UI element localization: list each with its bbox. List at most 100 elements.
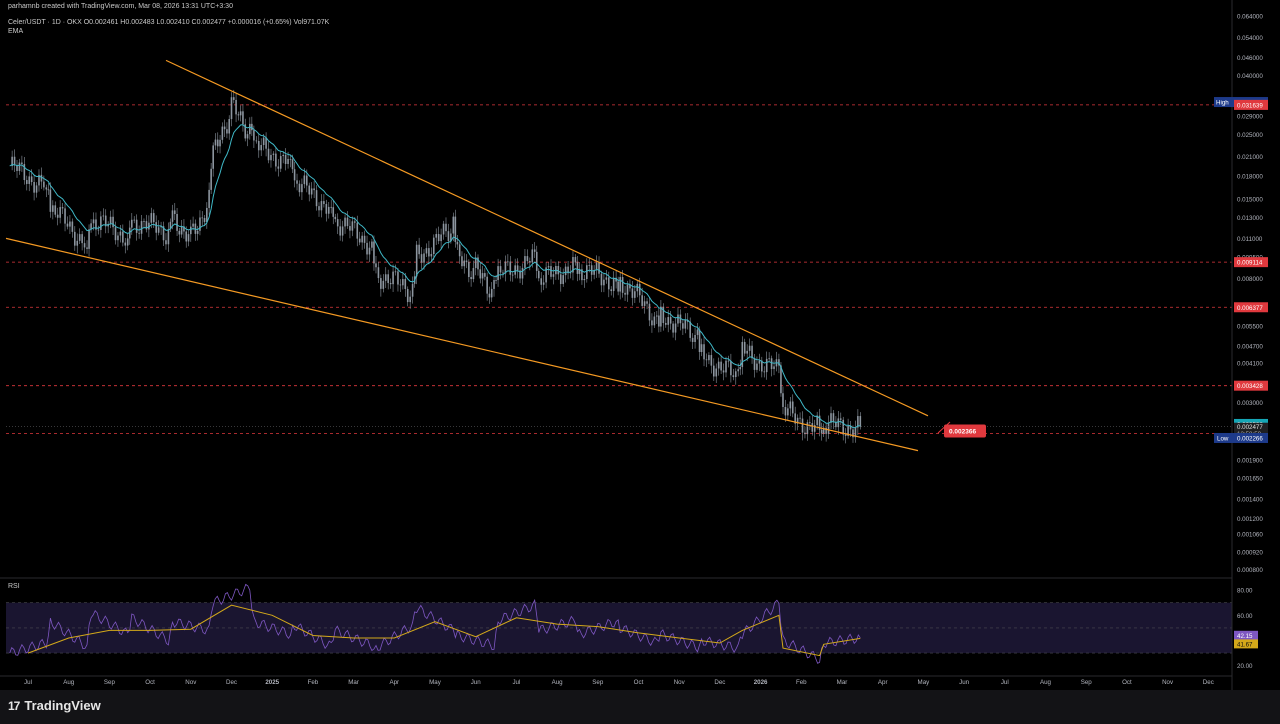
candle-body — [691, 337, 694, 342]
rsi-legend[interactable]: RSI — [8, 583, 20, 590]
candle-body — [595, 262, 598, 271]
symbol-info[interactable]: Celer/USDT · 1D · OKX O0.002461 H0.00248… — [8, 19, 330, 26]
candle-body — [646, 301, 648, 304]
candle-body — [854, 427, 857, 438]
time-tick-label: Apr — [878, 679, 888, 686]
candle-body — [366, 242, 368, 255]
candle-body — [155, 222, 158, 233]
candle-body — [832, 413, 835, 422]
candle-body — [734, 371, 737, 378]
candle-body — [203, 218, 206, 223]
candle-body — [253, 130, 255, 141]
candle-body — [339, 226, 341, 236]
candle-body — [420, 254, 423, 263]
candle-body — [583, 278, 586, 281]
candle-body — [389, 282, 392, 285]
candle-body — [820, 429, 823, 434]
candle-body — [71, 221, 74, 232]
candle-body — [397, 271, 399, 285]
candle-body — [445, 223, 447, 232]
candle-body — [651, 320, 653, 326]
candle-body — [452, 216, 455, 234]
time-tick-label: Oct — [145, 679, 155, 686]
candle-body — [463, 260, 466, 267]
time-tick-label: Oct — [1122, 679, 1132, 686]
candle-body — [474, 257, 477, 268]
candle-body — [28, 176, 31, 184]
candle-body — [196, 230, 199, 234]
candle-body — [384, 274, 387, 281]
candle-body — [638, 283, 641, 296]
candle-body — [849, 425, 852, 430]
candle-body — [569, 272, 572, 274]
candle-body — [725, 360, 727, 373]
candle-body — [81, 234, 83, 244]
candle-body — [730, 361, 732, 376]
time-tick-label: May — [429, 679, 442, 686]
candle-body — [178, 230, 181, 235]
candle-body — [346, 217, 349, 227]
candle-body — [33, 182, 35, 193]
candle-body — [150, 213, 153, 223]
candle-body — [746, 350, 748, 354]
candle-body — [423, 253, 425, 263]
candle-body — [167, 229, 170, 245]
candle-body — [344, 217, 346, 227]
time-tick-label: Sep — [592, 679, 604, 686]
candle-body — [237, 114, 240, 116]
candle-body — [61, 207, 64, 209]
candle-body — [373, 241, 375, 264]
candle-body — [590, 265, 593, 275]
time-tick-label: Dec — [1203, 679, 1214, 686]
time-tick-label: Jul — [1001, 679, 1009, 686]
candle-body — [313, 188, 315, 191]
candle-body — [511, 274, 514, 276]
level-price-badge — [1234, 99, 1268, 110]
candle-body — [516, 265, 519, 271]
candle-body — [737, 369, 740, 372]
candle-body — [653, 316, 656, 326]
price-chart[interactable]: 0.002366 0.064000 0.054000 0.046000 0.04000… — [0, 0, 1280, 690]
tradingview-logo[interactable]: 17 TradingView — [8, 698, 101, 713]
candle-body — [741, 341, 744, 368]
candle-body — [504, 261, 507, 274]
candle-body — [562, 275, 565, 285]
candle-body — [279, 156, 282, 169]
candle-body — [615, 277, 617, 282]
candle-body — [686, 320, 689, 322]
candle-body — [818, 415, 821, 430]
ema-line — [9, 124, 861, 429]
candle-body — [519, 270, 521, 279]
ema-legend[interactable]: EMA — [8, 28, 24, 35]
candle-body — [682, 323, 684, 329]
candle-body — [689, 321, 691, 338]
candle-body — [192, 223, 194, 227]
candle-body — [232, 97, 235, 100]
candle-body — [773, 366, 775, 370]
rsi-tick-label: 80.00 — [1237, 588, 1253, 595]
candle-body — [114, 227, 117, 241]
candle-body — [255, 140, 258, 142]
candle-body — [363, 235, 366, 243]
candle-body — [88, 229, 90, 249]
candle-body — [194, 223, 197, 234]
candle-body — [674, 323, 677, 333]
candle-body — [552, 274, 555, 277]
candle-body — [600, 273, 603, 286]
high-tag-badge — [1214, 97, 1234, 108]
candle-body — [641, 295, 643, 306]
candle-body — [199, 217, 201, 231]
candle-body — [43, 181, 45, 188]
level-price-badge — [1234, 257, 1268, 268]
candle-body — [669, 317, 672, 324]
candle-body — [277, 166, 280, 169]
candle-body — [780, 365, 782, 394]
candle-body — [117, 235, 119, 241]
candle-body — [748, 345, 751, 351]
time-tick-label: Apr — [389, 679, 399, 686]
time-tick-label: Sep — [104, 679, 116, 686]
candle-body — [664, 323, 667, 325]
candle-body — [130, 219, 133, 228]
trendline-lower — [5, 237, 919, 452]
candle-body — [470, 277, 472, 280]
